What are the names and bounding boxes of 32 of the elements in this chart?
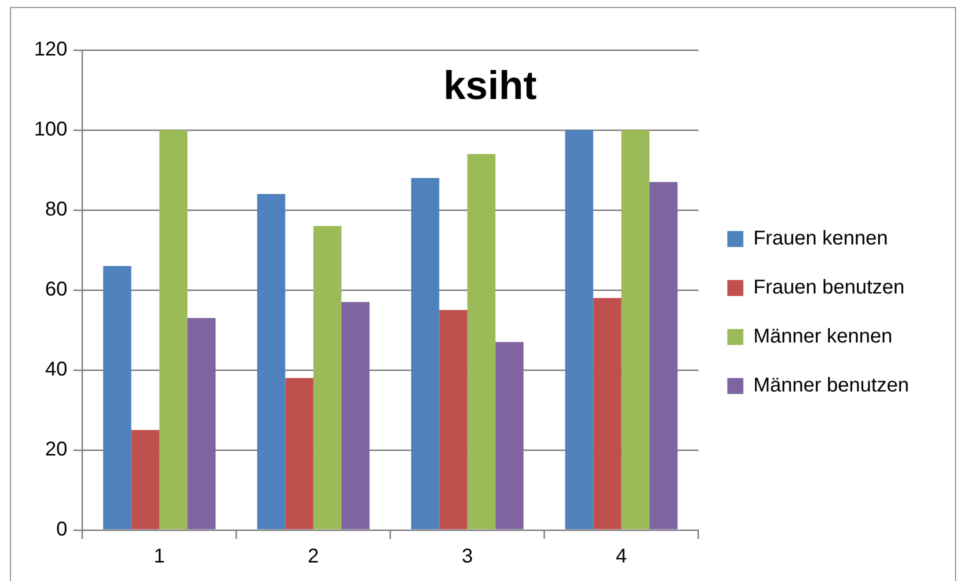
bar xyxy=(565,130,594,530)
y-tick-label: 100 xyxy=(34,118,68,141)
bar xyxy=(103,266,132,530)
legend-label: Männer benutzen xyxy=(753,374,910,397)
y-tick-label: 40 xyxy=(45,358,68,381)
x-tick-label: 2 xyxy=(308,546,319,568)
x-tick-label: 3 xyxy=(462,546,473,568)
legend-label: Frauen kennen xyxy=(753,228,888,250)
bar xyxy=(649,182,678,530)
legend-label: Männer kennen xyxy=(753,326,892,348)
bar xyxy=(593,298,622,530)
y-tick-label: 20 xyxy=(45,438,68,461)
bar xyxy=(621,130,650,530)
bar xyxy=(411,178,440,530)
bar xyxy=(467,154,496,530)
chart-title: ksiht xyxy=(442,64,538,109)
x-tick-label: 4 xyxy=(616,546,627,568)
y-tick-label: 80 xyxy=(45,198,68,221)
bar xyxy=(285,378,314,530)
y-tick-label: 0 xyxy=(56,518,68,541)
bar xyxy=(439,310,468,530)
bar xyxy=(159,130,188,530)
x-tick-label: 1 xyxy=(154,546,165,568)
bar xyxy=(495,342,524,530)
bar xyxy=(313,226,342,530)
y-tick-label: 60 xyxy=(45,278,68,301)
bar xyxy=(341,302,370,530)
legend-label: Frauen benutzen xyxy=(753,276,905,299)
y-tick-label: 120 xyxy=(34,38,68,61)
bar xyxy=(131,430,160,530)
bar xyxy=(187,318,216,530)
bar xyxy=(257,194,286,530)
